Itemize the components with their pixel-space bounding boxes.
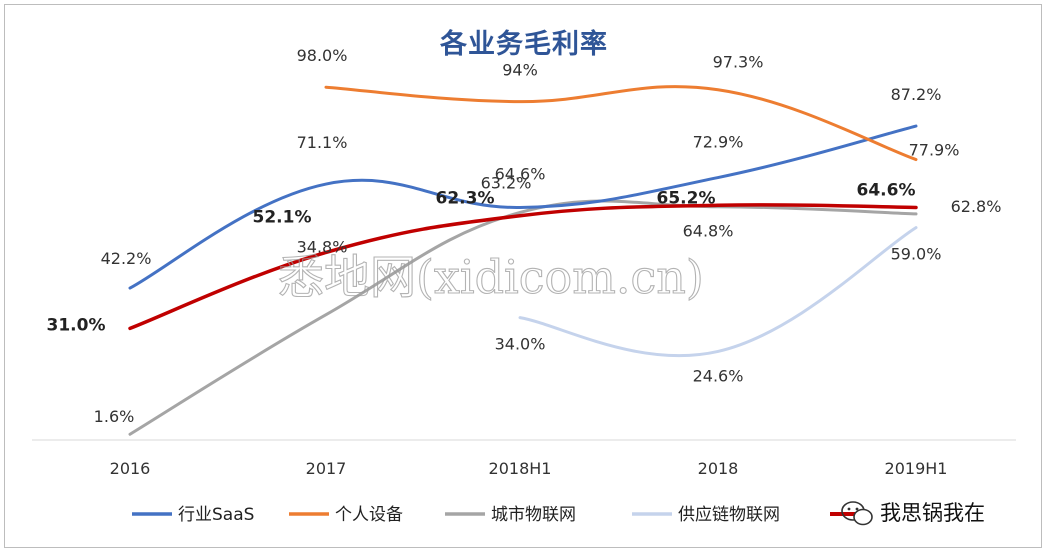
data-label-layer: 42.2% 71.1% 64.6% 72.9% 87.2% 98.0% 94% 97.3% 77…	[47, 46, 1002, 426]
x-tick-layer: 2016 2017 2018H1 2018 2019H1	[110, 459, 948, 478]
series-supply-chain-iot-data-label: 34.0%	[495, 335, 546, 354]
series-saas-data-label: 64.6%	[495, 164, 546, 183]
wechat-icon	[841, 501, 873, 526]
legend-label: 供应链物联网	[678, 505, 780, 525]
wechat-account-text: 我思锅我在	[880, 501, 985, 525]
series-total-line	[128, 203, 918, 331]
series-saas-data-label: 72.9%	[693, 133, 744, 152]
series-supply-chain-iot-line	[518, 226, 918, 358]
x-tick-label: 2019H1	[885, 459, 948, 478]
series-supply-chain-iot-data-label: 24.6%	[693, 366, 744, 385]
legend-label: 个人设备	[335, 505, 403, 525]
chart-title: 各业务毛利率	[440, 29, 608, 60]
series-saas-data-label: 87.2%	[891, 85, 942, 104]
series-personal-device-line	[324, 85, 918, 162]
series-total-data-label: 65.2%	[657, 188, 716, 208]
series-personal-device-data-label: 98.0%	[297, 46, 348, 65]
series-supply-chain-iot-data-label: 59.0%	[891, 245, 942, 264]
series-city-iot-line	[128, 199, 918, 436]
legend: 行业SaaS 个人设备 城市物联网 供应链物联网	[132, 505, 870, 525]
watermark-text: 悉地网(xidicom.cn)	[278, 250, 704, 304]
legend-item-personal-device: 个人设备	[289, 505, 403, 525]
series-saas-line	[128, 124, 918, 290]
x-tick-label: 2016	[110, 459, 151, 478]
series-personal-device-data-label: 97.3%	[713, 53, 764, 72]
x-tick-label: 2018	[698, 459, 739, 478]
series-layer	[128, 85, 918, 436]
legend-item-supply-chain-iot: 供应链物联网	[632, 505, 780, 525]
series-personal-device-data-label: 94%	[502, 61, 538, 80]
x-tick-label: 2018H1	[489, 459, 552, 478]
chart-frame	[4, 4, 1042, 548]
series-total-data-label: 62.3%	[436, 189, 495, 209]
legend-item-city-iot: 城市物联网	[445, 505, 576, 525]
series-city-iot-data-label: 64.8%	[683, 222, 734, 241]
series-total-data-label: 64.6%	[857, 180, 916, 200]
series-city-iot-data-label: 1.6%	[94, 407, 135, 426]
series-saas-data-label: 71.1%	[297, 133, 348, 152]
series-total-data-label: 52.1%	[253, 207, 312, 227]
series-city-iot-data-label: 62.8%	[951, 197, 1002, 216]
legend-label: 行业SaaS	[178, 505, 254, 525]
series-total-data-label: 31.0%	[47, 315, 106, 335]
series-personal-device-data-label: 77.9%	[909, 141, 960, 160]
legend-label: 城市物联网	[491, 505, 576, 525]
legend-item-saas: 行业SaaS	[132, 505, 254, 525]
x-tick-label: 2017	[306, 459, 347, 478]
series-city-iot-data-label: 34.8%	[297, 238, 348, 257]
series-city-iot-data-label: 63.2%	[481, 173, 532, 192]
wechat-tag: 我思锅我在	[841, 501, 985, 526]
series-saas-data-label: 42.2%	[101, 249, 152, 268]
